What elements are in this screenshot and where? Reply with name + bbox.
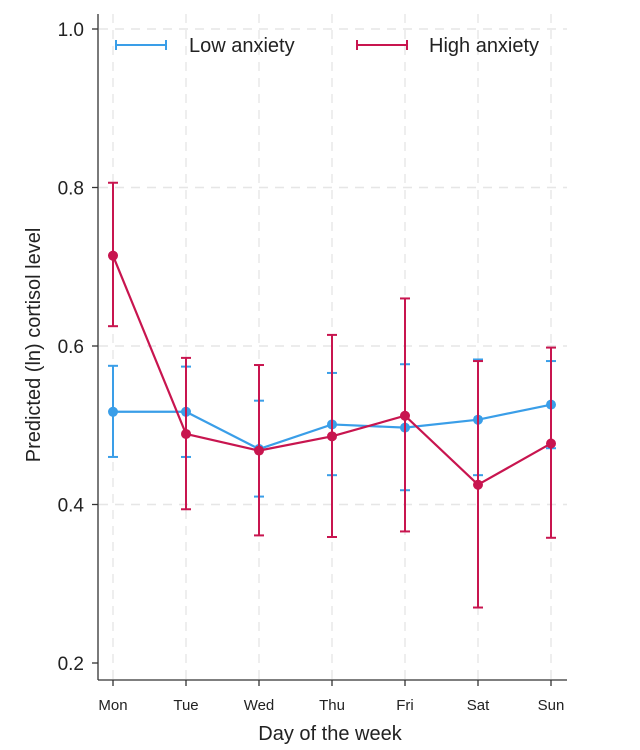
x-tick-label: Thu xyxy=(319,697,345,714)
data-point xyxy=(108,250,118,261)
data-point xyxy=(473,479,483,490)
series-layer xyxy=(108,181,556,609)
legend-label-high-anxiety: High anxiety xyxy=(429,35,539,57)
legend-item-high-anxiety: High anxiety xyxy=(356,35,539,57)
series-high-anxiety xyxy=(108,181,556,609)
x-tick-label: Fri xyxy=(396,697,414,714)
data-point xyxy=(327,431,337,442)
x-axis-title: Day of the week xyxy=(258,723,402,745)
y-tick-label: 0.4 xyxy=(58,496,85,517)
y-tick-label: 1.0 xyxy=(58,20,84,41)
y-tick-label: 0.2 xyxy=(58,654,84,675)
data-point xyxy=(254,445,264,456)
y-tick-label: 0.8 xyxy=(58,179,84,200)
data-point xyxy=(108,406,118,417)
data-point xyxy=(400,410,410,421)
y-tick-label: 0.6 xyxy=(58,337,84,358)
y-axis-title: Predicted (ln) cortisol level xyxy=(23,228,45,463)
data-point xyxy=(546,438,556,449)
x-tick-label: Tue xyxy=(173,697,198,714)
legend: Low anxiety High anxiety xyxy=(115,35,539,57)
x-tick-label: Mon xyxy=(98,697,127,714)
data-point xyxy=(181,428,191,439)
x-tick-label: Sun xyxy=(538,697,565,714)
legend-label-low-anxiety: Low anxiety xyxy=(189,35,295,57)
grid-lines xyxy=(99,14,567,680)
legend-item-low-anxiety: Low anxiety xyxy=(115,35,295,57)
x-ticks: Mon Tue Wed Thu Fri Sat Sun xyxy=(98,680,564,714)
x-tick-label: Sat xyxy=(467,697,490,714)
x-tick-label: Wed xyxy=(244,697,275,714)
y-ticks: 0.2 0.4 0.6 0.8 1.0 xyxy=(58,20,98,675)
